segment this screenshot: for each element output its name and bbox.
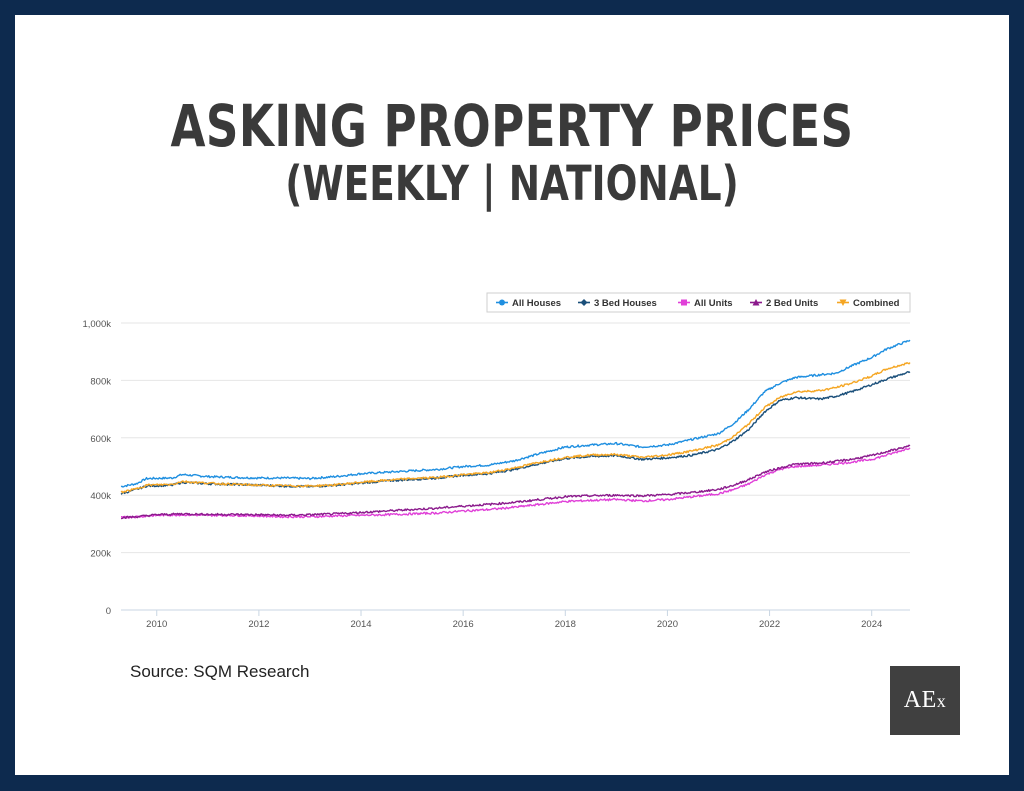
page-subtitle: (WEEKLY | NATIONAL) xyxy=(285,156,739,212)
x-tick-label: 2022 xyxy=(759,619,780,630)
aex-logo-text: AEx xyxy=(903,687,947,713)
page-title: ASKING PROPERTY PRICES xyxy=(170,92,854,160)
legend-label: 3 Bed Houses xyxy=(594,298,657,309)
y-tick-label: 200k xyxy=(90,549,111,560)
x-tick-label: 2018 xyxy=(555,619,576,630)
series-line-combined xyxy=(120,362,911,494)
price-line-chart: 0 200k 400k 600k 800k 1,000k 2010 2012 2014 2016 2… xyxy=(82,292,911,630)
x-tick-label: 2024 xyxy=(861,619,882,630)
x-tick-label: 2016 xyxy=(453,619,474,630)
legend-marker xyxy=(681,299,687,306)
legend-label: 2 Bed Units xyxy=(766,298,818,309)
legend-label: All Units xyxy=(694,298,733,309)
legend-label: All Houses xyxy=(512,298,561,309)
source-note: Source: SQM Research xyxy=(130,662,310,681)
x-tick-label: 2014 xyxy=(350,619,371,630)
legend-marker xyxy=(580,299,588,306)
series-line-all-units xyxy=(121,447,911,519)
series-line-3-bed-houses xyxy=(120,371,911,495)
y-tick-label: 1,000k xyxy=(82,319,111,330)
legend-box xyxy=(486,292,911,313)
y-tick-label: 800k xyxy=(90,376,111,387)
x-tick-label: 2020 xyxy=(657,619,678,630)
aex-logo: AEx xyxy=(890,666,960,735)
y-tick-label: 600k xyxy=(90,434,111,445)
slide-card: ASKING PROPERTY PRICES (WEEKLY | NATIONA… xyxy=(15,15,1009,775)
legend-marker xyxy=(839,299,847,306)
legend-marker xyxy=(499,299,505,306)
x-tick-label: 2012 xyxy=(248,619,269,630)
series-line-all-houses xyxy=(120,339,911,488)
series-line-2-bed-units xyxy=(120,444,911,520)
legend-label: Combined xyxy=(853,298,900,309)
legend-marker xyxy=(752,299,760,306)
y-tick-label: 0 xyxy=(106,606,111,617)
y-tick-label: 400k xyxy=(90,491,111,502)
x-tick-label: 2010 xyxy=(146,619,167,630)
